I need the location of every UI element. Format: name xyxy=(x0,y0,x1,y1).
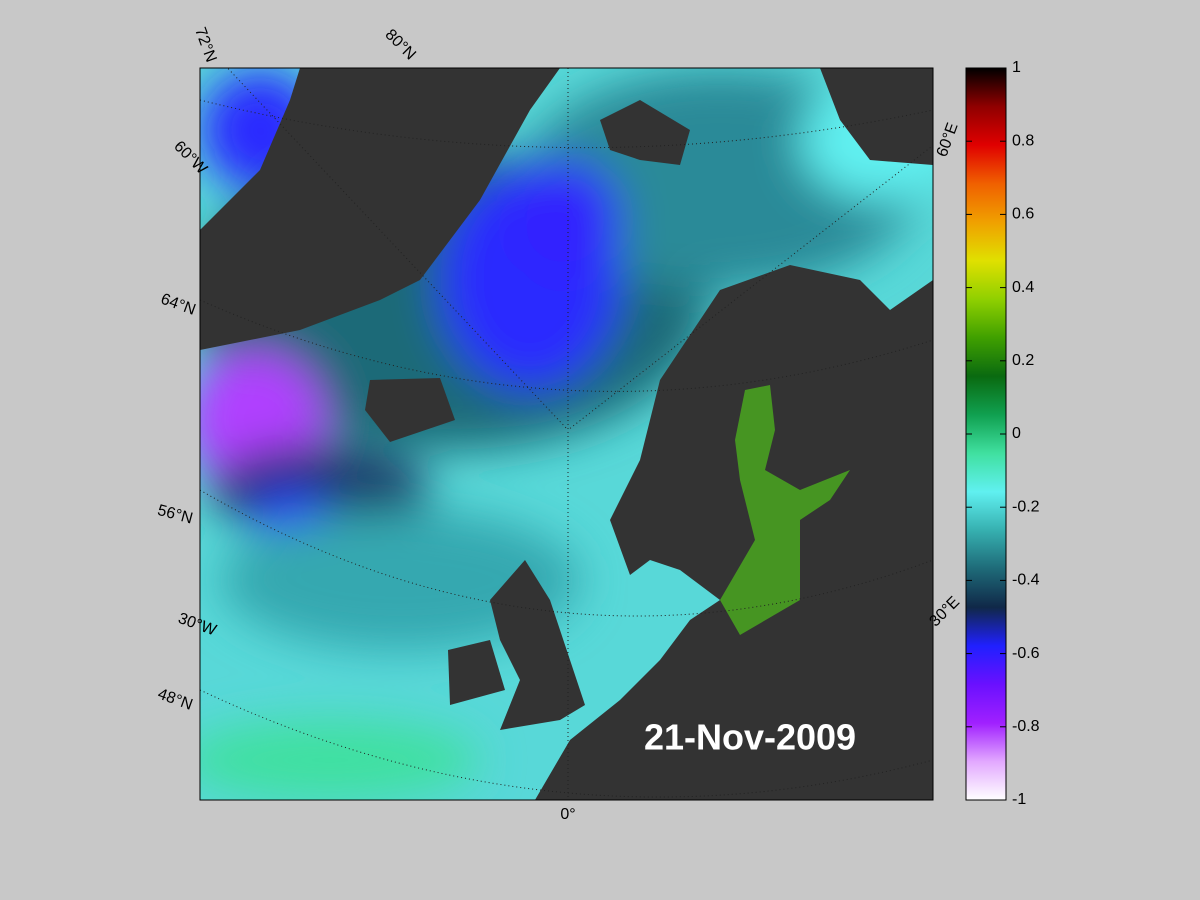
colorbar-tick-label: -0.8 xyxy=(1012,718,1040,735)
colorbar-tick-label: 0.6 xyxy=(1012,206,1034,223)
date-label: 21-Nov-2009 xyxy=(644,717,856,758)
graticule-label: 60°E xyxy=(934,121,962,160)
graticule xyxy=(200,68,933,800)
colorbar-tick-label: -0.4 xyxy=(1012,572,1040,589)
colorbar xyxy=(965,67,1007,801)
land xyxy=(200,68,933,800)
colorbar-ticks: -1 -0.8 -0.6 -0.4 -0.2 0 0.2 0.4 0.6 0.8 1 xyxy=(966,59,1040,808)
graticule-label: 72°N xyxy=(191,25,219,64)
map-frame xyxy=(199,67,934,801)
map: 21-Nov-2009 xyxy=(200,68,933,800)
colorbar-tick-label: 0.2 xyxy=(1012,352,1034,369)
graticule-label: 80°N xyxy=(382,26,419,63)
colorbar-tick-label: 0 xyxy=(1012,425,1021,442)
baltic-sea xyxy=(720,385,850,635)
graticule-label: 0° xyxy=(560,806,575,823)
colorbar-tick-label: 1 xyxy=(1012,59,1021,76)
colorbar-tick-label: 0.4 xyxy=(1012,279,1034,296)
graticule-label: 48°N xyxy=(155,686,194,714)
graticule-label: 56°N xyxy=(156,502,195,528)
colorbar-tick-label: -1 xyxy=(1012,791,1026,808)
graticule-label: 64°N xyxy=(158,291,197,319)
colorbar-tick-label: -0.2 xyxy=(1012,498,1040,515)
colorbar-tick-label: 0.8 xyxy=(1012,132,1034,149)
colorbar-tick-label: -0.6 xyxy=(1012,645,1040,662)
